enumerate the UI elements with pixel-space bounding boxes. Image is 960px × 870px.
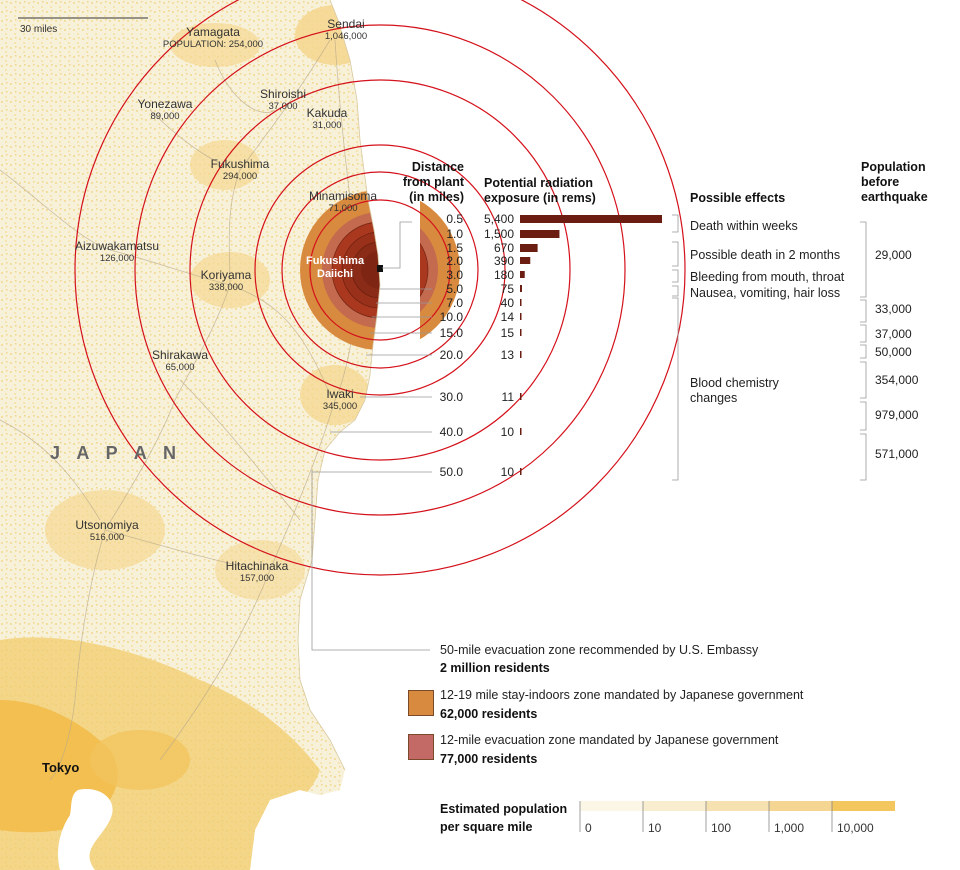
distance-cell: 5.0 [446, 282, 463, 296]
population-value: 33,000 [875, 302, 912, 316]
exposure-bar [520, 329, 522, 336]
exposure-bar [520, 393, 522, 400]
distance-ring [74, 0, 686, 576]
exposure-bar [520, 285, 522, 292]
effect-death-weeks: Death within weeks [690, 219, 798, 233]
exposure-cell: 15 [500, 326, 514, 340]
distance-cell: 1.0 [446, 227, 463, 241]
exposure-cell: 670 [493, 241, 514, 255]
density-tick: 1,000 [774, 821, 805, 835]
city-koriyama: Koriyama 338,000 [200, 268, 252, 293]
density-tick: 0 [585, 821, 592, 835]
distance-ring [309, 199, 451, 341]
distance-header: Distance from plant (in miles) [402, 160, 464, 204]
city-tokyo: Tokyo [42, 760, 80, 775]
population-header: Population before earthquake [861, 160, 928, 204]
exposure-cell: 10 [500, 465, 514, 479]
exposure-cell: 13 [500, 348, 514, 362]
exposure-cell: 5,400 [483, 212, 514, 226]
country-label: J A P A N [50, 443, 183, 463]
population-value: 979,000 [875, 408, 919, 422]
distance-cell: 0.5 [446, 212, 463, 226]
city-yonezawa: Yonezawa 89,000 [137, 97, 193, 122]
population-value: 29,000 [875, 248, 912, 262]
city-utsonomiya: Utsonomiya 516,000 [75, 518, 139, 543]
scale-label: 30 miles [20, 24, 58, 35]
legend-evac-swatch [408, 734, 434, 760]
city-sendai: Sendai 1,046,000 [324, 17, 368, 42]
legend-evac-zone: 12-mile evacuation zone mandated by Japa… [440, 733, 779, 747]
exposure-cell: 40 [500, 296, 514, 310]
distance-cell: 2.0 [446, 254, 463, 268]
distance-cell: 7.0 [446, 296, 463, 310]
city-hitachinaka: Hitachinaka 157,000 [225, 559, 289, 584]
exposure-cell: 390 [493, 254, 514, 268]
legend-evac-residents: 77,000 residents [440, 752, 538, 766]
city-minamisoma: Minamisoma 71,000 [308, 189, 378, 214]
density-tick: 10 [648, 821, 662, 835]
city-fukushima: Fukushima 294,000 [210, 157, 270, 182]
embassy-zone-leader [311, 470, 430, 651]
exposure-cell: 75 [500, 282, 514, 296]
tokyo-bay [58, 789, 113, 870]
city-shiroishi: Shiroishi 37,000 [259, 87, 307, 112]
plant-marker [377, 265, 383, 272]
population-value: 37,000 [875, 327, 912, 341]
distance-cell: 10.0 [439, 310, 463, 324]
effects-header: Possible effects [690, 191, 786, 205]
legend-indoor-swatch [408, 690, 434, 716]
exposure-bar [520, 313, 522, 320]
distance-cell: 1.5 [446, 241, 463, 255]
density-tick: 100 [711, 821, 732, 835]
distance-cell: 20.0 [439, 348, 463, 362]
exposure-bar [520, 299, 522, 306]
exposure-bar [520, 468, 522, 475]
distance-ring [254, 144, 506, 396]
city-yamagata: Yamagata POPULATION: 254,000 [162, 25, 264, 50]
density-legend-title: Estimated population per square mile [440, 802, 568, 834]
population-value: 50,000 [875, 345, 912, 359]
exposure-cell: 14 [500, 310, 514, 324]
legend-indoor-zone: 12-19 mile stay-indoors zone mandated by… [440, 688, 804, 702]
exposure-bar [520, 257, 531, 264]
exposure-bar [520, 351, 522, 358]
distance-cell: 50.0 [439, 465, 463, 479]
exposure-cell: 1,500 [483, 227, 514, 241]
exposure-bar [520, 428, 522, 435]
city-shirakawa: Shirakawa 65,000 [151, 348, 209, 373]
population-value: 571,000 [875, 447, 919, 461]
city-kakuda: Kakuda 31,000 [306, 106, 348, 131]
legend-embassy-zone: 50-mile evacuation zone recommended by U… [440, 643, 759, 657]
distance-ring [189, 79, 571, 461]
effect-blood-chemistry: Blood chemistry changes [690, 376, 779, 405]
exposure-cell: 180 [493, 268, 514, 282]
exposure-bar [520, 230, 560, 238]
city-aizuwakamatsu: Aizuwakamatsu 126,000 [74, 239, 160, 264]
distance-cell: 15.0 [439, 326, 463, 340]
effect-death-months: Possible death in 2 months [690, 248, 841, 262]
exposure-bar [520, 244, 538, 252]
distance-ring [134, 24, 626, 516]
effect-nausea: Nausea, vomiting, hair loss [690, 286, 841, 300]
effect-bleeding: Bleeding from mouth, throat [690, 270, 845, 284]
sea [298, 0, 420, 790]
city-iwaki: Iwaki 345,000 [322, 387, 358, 412]
distance-ring [281, 171, 479, 369]
exposure-cell: 11 [501, 390, 514, 404]
legend-indoor-residents: 62,000 residents [440, 707, 538, 721]
density-scale [579, 801, 895, 832]
plant-label: Fukushima Daiichi [306, 255, 365, 280]
exposure-cell: 10 [500, 425, 514, 439]
density-tick: 10,000 [837, 821, 874, 835]
exposure-bar [520, 271, 525, 278]
legend-embassy-residents: 2 million residents [440, 661, 550, 675]
exposure-header: Potential radiation exposure (in rems) [484, 176, 596, 205]
exposure-bar [520, 215, 662, 223]
distance-cell: 30.0 [439, 390, 463, 404]
population-value: 354,000 [875, 373, 919, 387]
distance-cell: 40.0 [439, 425, 463, 439]
distance-cell: 3.0 [446, 268, 463, 282]
